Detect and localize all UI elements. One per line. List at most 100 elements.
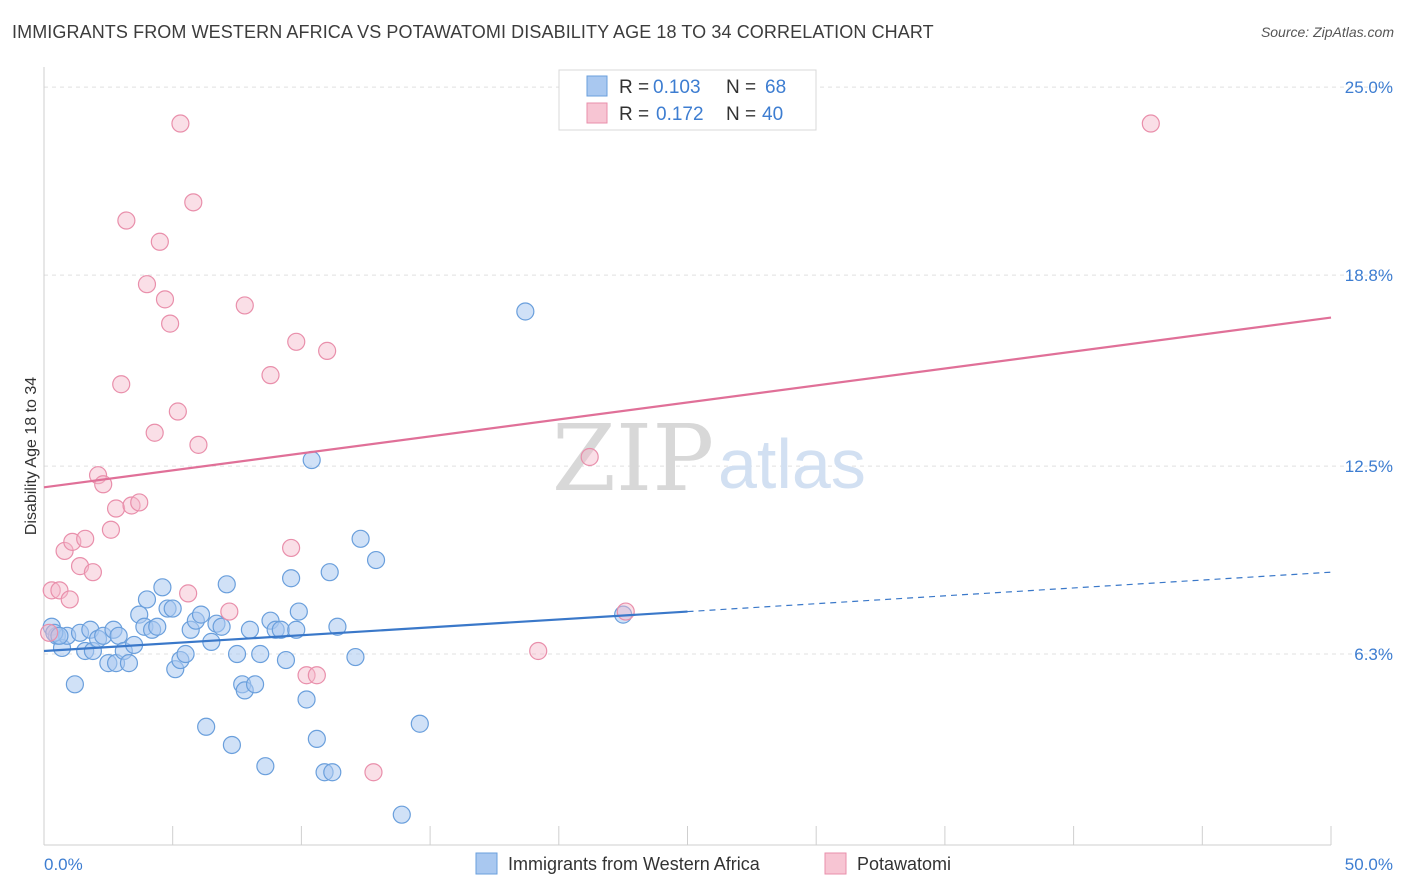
point-potawatomi	[55, 541, 74, 561]
point-potawatomi	[189, 435, 208, 454]
point-western-africa	[276, 650, 296, 670]
y-tick-label: 12.5%	[1345, 457, 1393, 476]
y-tick-labels: 6.3% 12.5% 18.8% 25.0%	[1345, 78, 1393, 664]
legend-swatch-blue	[586, 75, 608, 97]
point-potawatomi	[529, 641, 548, 661]
bottom-legend-label: Potawatomi	[857, 854, 951, 874]
y-tick-label: 25.0%	[1345, 78, 1393, 97]
point-western-africa	[516, 302, 535, 321]
point-western-africa	[109, 626, 128, 645]
point-western-africa	[227, 644, 247, 664]
point-western-africa	[50, 626, 69, 645]
point-potawatomi	[101, 520, 121, 539]
point-western-africa	[297, 690, 316, 709]
watermark: ZIP atlas	[552, 405, 866, 512]
point-potawatomi	[168, 402, 187, 421]
legend-n-value: 40	[762, 104, 783, 125]
legend-r-value: 0.172	[656, 104, 704, 125]
point-western-africa	[410, 714, 429, 733]
point-potawatomi	[318, 341, 337, 360]
point-potawatomi	[364, 763, 383, 782]
trend-lines	[43, 316, 1332, 653]
point-western-africa	[163, 599, 182, 618]
point-western-africa	[307, 729, 326, 749]
legend-r-label: R =	[619, 104, 649, 125]
point-western-africa	[392, 805, 411, 824]
point-western-africa	[137, 590, 157, 609]
point-potawatomi	[106, 499, 126, 518]
point-potawatomi	[76, 529, 95, 548]
axes	[43, 67, 1332, 846]
point-western-africa	[222, 735, 242, 755]
point-western-africa	[251, 644, 270, 664]
legend-n-value: 68	[765, 77, 786, 98]
point-potawatomi	[145, 423, 164, 442]
point-western-africa	[320, 563, 339, 582]
point-western-africa	[245, 675, 265, 694]
point-western-africa	[282, 569, 301, 588]
point-western-africa	[197, 717, 216, 736]
point-potawatomi	[297, 666, 316, 685]
point-potawatomi	[137, 275, 157, 294]
x-tick-labels: 0.0% 50.0%	[44, 855, 1393, 874]
trend-line-western-africa	[43, 610, 688, 653]
y-tick-label: 18.8%	[1345, 266, 1393, 285]
point-western-africa	[328, 617, 347, 636]
watermark-zip: ZIP	[552, 405, 714, 512]
bottom-legend-label: Immigrants from Western Africa	[508, 854, 761, 874]
watermark-atlas: atlas	[718, 425, 866, 503]
point-potawatomi	[307, 666, 326, 685]
point-western-africa	[302, 450, 321, 470]
trend-line-extension	[687, 571, 1332, 613]
point-potawatomi	[117, 211, 136, 230]
point-potawatomi	[83, 563, 103, 582]
point-potawatomi	[184, 193, 203, 212]
point-potawatomi	[40, 623, 59, 642]
legend: R = 0.103 N = 68 R = 0.172 N = 40	[558, 69, 817, 131]
point-potawatomi	[42, 581, 61, 600]
legend-n-label: N =	[726, 104, 756, 125]
point-western-africa	[287, 620, 306, 639]
point-potawatomi	[235, 296, 254, 315]
chart-title: IMMIGRANTS FROM WESTERN AFRICA VS POTAWA…	[12, 22, 934, 42]
point-western-africa	[289, 602, 308, 621]
point-potawatomi	[1141, 114, 1160, 133]
point-potawatomi	[261, 366, 280, 385]
source-label: Source: ZipAtlas.com	[1260, 24, 1394, 40]
point-potawatomi	[179, 584, 198, 603]
point-potawatomi	[60, 590, 79, 609]
point-western-africa	[153, 578, 172, 597]
point-western-africa	[256, 757, 275, 776]
point-western-africa	[240, 620, 260, 639]
point-potawatomi	[220, 602, 239, 621]
legend-n-label: N =	[726, 77, 756, 98]
point-potawatomi	[50, 581, 69, 600]
point-potawatomi	[130, 493, 149, 512]
y-tick-label: 6.3%	[1354, 645, 1393, 664]
x-tick-label: 50.0%	[1345, 855, 1393, 874]
point-potawatomi	[171, 114, 190, 133]
trend-line-potawatomi	[43, 316, 1332, 489]
point-potawatomi	[282, 538, 301, 558]
point-potawatomi	[161, 314, 180, 333]
point-western-africa	[323, 763, 342, 782]
point-western-africa	[212, 617, 231, 636]
bottom-legend-swatch-pink	[824, 852, 847, 875]
point-western-africa	[217, 575, 236, 594]
point-potawatomi	[112, 375, 131, 394]
point-western-africa	[366, 550, 386, 570]
bottom-legend-swatch-blue	[475, 852, 498, 875]
y-axis-label: Disability Age 18 to 34	[23, 377, 40, 535]
bottom-legend: Immigrants from Western Africa Potawatom…	[475, 852, 951, 875]
point-potawatomi	[150, 232, 169, 251]
point-western-africa	[176, 644, 195, 664]
point-potawatomi	[616, 602, 635, 621]
point-western-africa	[65, 675, 84, 694]
grid	[44, 86, 1392, 655]
point-western-africa	[346, 647, 365, 667]
point-potawatomi	[580, 447, 599, 467]
legend-r-value: 0.103	[653, 77, 701, 98]
point-potawatomi	[287, 332, 306, 351]
point-western-africa	[119, 654, 139, 673]
